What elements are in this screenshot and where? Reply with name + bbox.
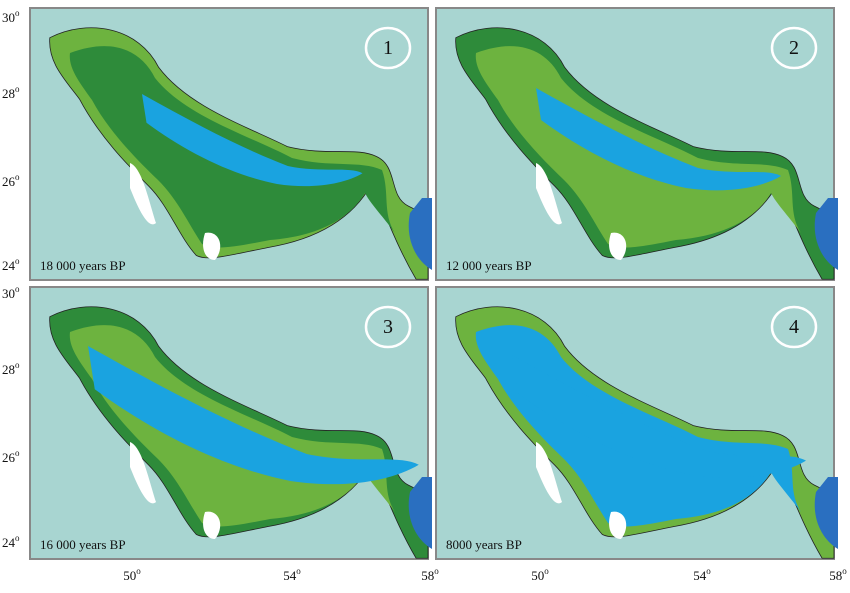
degree-mark: o [434,566,439,576]
degree-mark: o [136,566,141,576]
panel-number-circle [770,305,818,349]
panel-caption: 16 000 years BP [40,537,126,552]
coordinate-label: 50o [123,566,141,583]
degree-mark: o [296,566,301,576]
panel-number-circle [770,26,818,70]
coordinate-number: 28 [2,362,15,377]
coordinate-number: 28 [2,86,15,101]
coordinate-label: 24o [2,256,20,273]
degree-mark: o [706,566,711,576]
panel-number: 1 [383,37,393,59]
panel-caption: 8000 years BP [446,537,522,552]
coordinate-number: 54 [693,568,707,583]
coordinate-label: 58o [829,566,847,583]
panel-caption: 12 000 years BP [446,258,532,273]
coordinate-number: 58 [421,568,434,583]
coordinate-number: 50 [123,568,136,583]
panel-number: 4 [789,316,799,338]
degree-mark: o [15,8,20,18]
degree-mark: o [544,566,549,576]
degree-mark: o [15,256,20,266]
panel-number-circle [364,26,412,70]
coordinate-number: 26 [2,450,16,465]
coordinate-label: 58o [421,566,439,583]
panel-number: 2 [789,37,799,59]
panel-caption: 18 000 years BP [40,258,126,273]
degree-mark: o [15,360,20,370]
coordinate-label: 24o [2,533,20,550]
coordinate-label: 30o [2,284,20,301]
coordinate-label: 28o [2,360,20,377]
map-panel: 3 16 000 years BP [29,286,432,560]
map-panel: 2 12 000 years BP [435,7,838,281]
coordinate-number: 24 [2,535,16,550]
coordinate-label: 50o [531,566,549,583]
coordinate-label: 28o [2,84,20,101]
degree-mark: o [15,448,20,458]
coordinate-number: 24 [2,258,16,273]
coordinate-label: 26o [2,172,20,189]
panel-number: 3 [383,316,393,338]
coordinate-label: 54o [283,566,301,583]
degree-mark: o [842,566,847,576]
coordinate-label: 30o [2,8,20,25]
coordinate-number: 30 [2,286,15,301]
map-panel: 4 8000 years BP [435,286,838,560]
degree-mark: o [15,533,20,543]
coordinate-number: 30 [2,10,15,25]
degree-mark: o [15,284,20,294]
coordinate-number: 54 [283,568,297,583]
coordinate-label: 54o [693,566,711,583]
coordinate-number: 50 [531,568,544,583]
degree-mark: o [15,172,20,182]
panel-number-circle [364,305,412,349]
coordinate-number: 58 [829,568,842,583]
degree-mark: o [15,84,20,94]
coordinate-number: 26 [2,174,16,189]
map-panel: 1 18 000 years BP [29,7,432,281]
coordinate-label: 26o [2,448,20,465]
